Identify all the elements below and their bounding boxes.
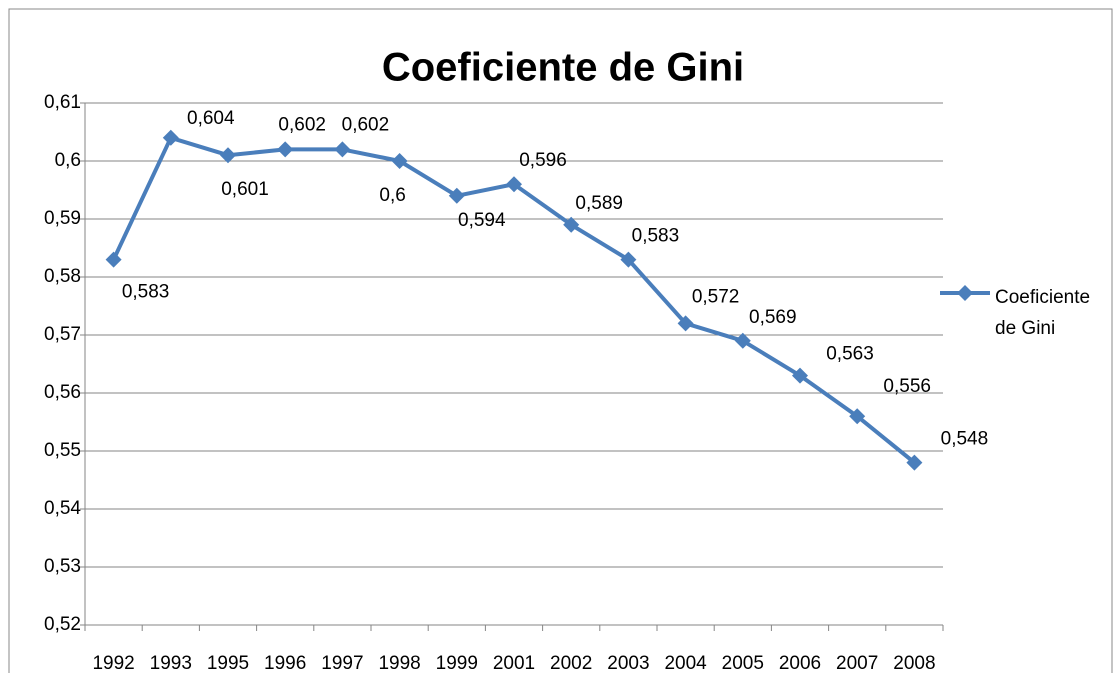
x-tick-label: 2001 [493, 653, 535, 673]
x-tick-label: 1999 [436, 653, 478, 673]
data-label: 0,548 [941, 429, 989, 450]
data-label: 0,572 [692, 286, 740, 307]
data-label: 0,583 [122, 282, 170, 303]
x-tick-label: 2004 [664, 653, 707, 673]
y-tick-label: 0,56 [44, 382, 81, 403]
data-label: 0,6 [379, 185, 405, 206]
data-point [906, 454, 923, 471]
data-point [162, 129, 179, 146]
data-label: 0,563 [826, 344, 874, 365]
data-point [506, 176, 522, 193]
y-tick-label: 0,53 [44, 556, 81, 577]
data-point [620, 251, 637, 268]
data-point [677, 315, 694, 332]
y-tick-label: 0,61 [44, 92, 81, 113]
x-tick-label: 2005 [722, 653, 764, 673]
data-point [563, 216, 580, 233]
x-tick-label: 2007 [836, 653, 878, 673]
data-point [448, 187, 465, 204]
legend-marker [957, 285, 973, 301]
data-point [277, 141, 294, 158]
y-tick-label: 0,52 [44, 614, 81, 635]
data-point [391, 153, 408, 169]
y-tick-label: 0,58 [44, 266, 81, 287]
x-tick-label: 2006 [779, 653, 821, 673]
data-label: 0,589 [575, 193, 623, 214]
data-point [105, 251, 122, 268]
x-tick-label: 2003 [607, 653, 649, 673]
data-label: 0,602 [278, 114, 326, 135]
x-tick-label: 2002 [550, 653, 592, 673]
data-point [849, 408, 866, 425]
y-tick-label: 0,6 [55, 150, 81, 171]
data-label: 0,596 [519, 150, 567, 171]
y-tick-label: 0,59 [44, 208, 81, 229]
data-label: 0,569 [749, 307, 797, 328]
data-label: 0,594 [458, 210, 506, 231]
data-label: 0,556 [883, 376, 931, 397]
data-point [334, 141, 351, 158]
x-tick-label: 1996 [264, 653, 306, 673]
x-tick-label: 1997 [321, 653, 363, 673]
data-point [220, 147, 236, 164]
legend-label: Coeficiente de Gini [995, 287, 1091, 339]
data-label: 0,583 [632, 226, 680, 247]
x-tick-label: 1992 [92, 653, 134, 673]
data-point [792, 367, 808, 384]
data-label: 0,602 [342, 114, 390, 135]
x-tick-label: 1995 [207, 653, 249, 673]
x-tick-label: 1993 [150, 653, 192, 673]
x-tick-label: 1998 [378, 653, 420, 673]
data-point [734, 332, 751, 349]
y-tick-label: 0,54 [44, 498, 81, 519]
chart-title: Coeficiente de Gini [382, 46, 744, 90]
y-tick-label: 0,55 [44, 440, 81, 461]
data-label: 0,601 [221, 179, 269, 200]
x-tick-label: 2008 [893, 653, 935, 673]
y-tick-label: 0,57 [44, 324, 81, 345]
data-label: 0,604 [187, 108, 235, 129]
chart-frame [8, 8, 1113, 673]
